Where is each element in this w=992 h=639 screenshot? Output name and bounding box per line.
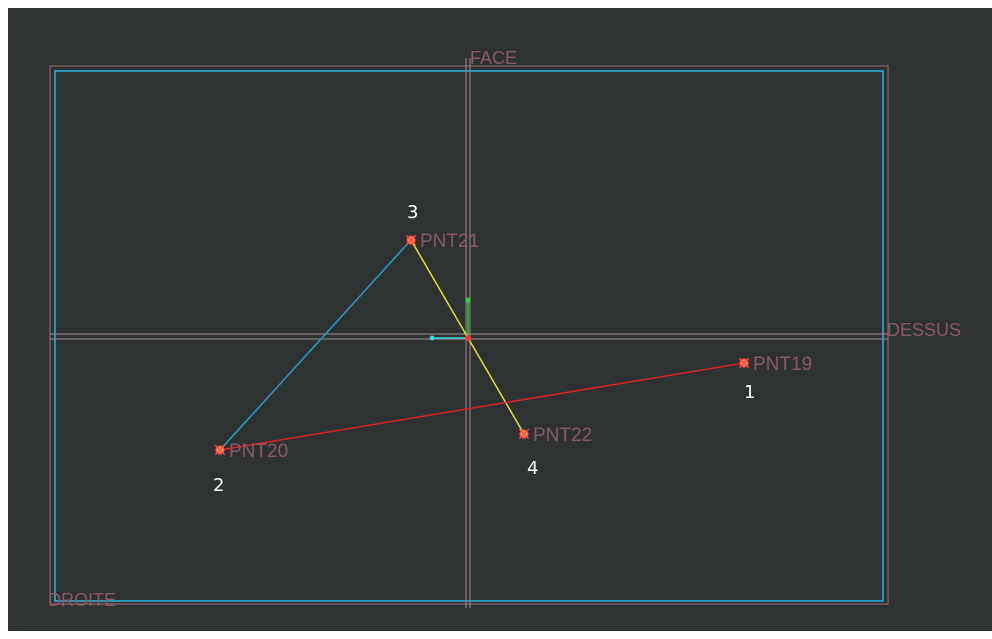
datum-point-icon (518, 428, 530, 440)
inner-frame (54, 70, 884, 602)
segment-pnt20-pnt21[interactable] (219, 239, 412, 451)
segment-pnt20-pnt19[interactable] (219, 362, 745, 451)
point-pnt21[interactable]: PNT21 3 (405, 202, 479, 252)
point-order-label: 2 (213, 475, 224, 496)
point-order-label: 1 (744, 382, 755, 403)
datum-point-icon (214, 444, 226, 456)
point-pnt22[interactable]: PNT22 4 (518, 425, 592, 479)
coordinate-system-icon[interactable] (429, 297, 472, 342)
graphics-viewport[interactable]: FACE DESSUS DROITE PNT21 3 (8, 8, 992, 631)
point-label: PNT20 (229, 441, 288, 462)
point-pnt19[interactable]: PNT19 1 (738, 354, 812, 403)
datum-point-icon (405, 234, 417, 246)
point-pnt20[interactable]: PNT20 2 (213, 441, 288, 496)
outer-plane-frame (49, 65, 889, 605)
point-label: PNT19 (753, 354, 812, 375)
point-order-label: 3 (407, 202, 418, 223)
droite-plane-label[interactable]: DROITE (48, 590, 116, 610)
face-plane-label[interactable]: FACE (470, 48, 517, 68)
point-order-label: 4 (527, 458, 538, 479)
point-label: PNT22 (533, 425, 592, 446)
model-canvas[interactable]: FACE DESSUS DROITE PNT21 3 (8, 8, 992, 631)
dessus-plane-label[interactable]: DESSUS (887, 320, 961, 340)
point-label: PNT21 (420, 231, 479, 252)
datum-point-icon (738, 357, 750, 369)
